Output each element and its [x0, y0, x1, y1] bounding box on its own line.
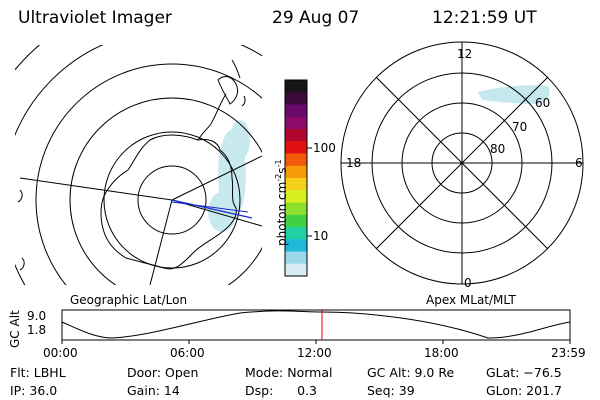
time-ticks [61, 340, 571, 344]
right-panel-label: Apex MLat/MLT [426, 293, 516, 307]
color-scale-bar [284, 79, 312, 277]
colorbar-unit-sup2: -1 [274, 159, 283, 168]
altitude-curve [61, 310, 571, 339]
gc-alt-readout: GC Alt: 9.0 Re [367, 365, 455, 380]
left-map-content [15, 45, 262, 285]
time-tick-label: 00:00 [43, 346, 78, 360]
mlat-60-label: 60 [535, 96, 551, 110]
colorbar-unit-s: s [275, 167, 289, 174]
colorbar-swatch [285, 104, 307, 118]
colorbar-swatch [285, 165, 307, 179]
aurora-haze [208, 120, 250, 232]
door-readout: Door: Open [127, 365, 199, 380]
longitude-lines [19, 155, 262, 285]
colorbar-swatch [285, 202, 307, 216]
colorbar-unit-main: photon cm [275, 181, 289, 246]
instrument-title: Ultraviolet Imager [18, 8, 172, 28]
satellite-track [171, 199, 253, 219]
time-tick-label: 06:00 [170, 346, 205, 360]
date-label: 29 Aug 07 [272, 8, 360, 28]
colorbar-unit-label: photon cm-2s-1 [274, 159, 289, 246]
colorbar-unit-sup1: -2 [274, 173, 283, 182]
colorbar-swatch [285, 263, 307, 277]
altitude-ytick-bottom: 1.8 [27, 323, 47, 337]
colorbar-tick-high: 100 [313, 141, 336, 155]
latitude-circles [15, 45, 262, 285]
time-tick-label: 18:00 [424, 346, 459, 360]
mlt-0-label: 0 [464, 276, 472, 290]
dsp-readout: Dsp: 0.3 [245, 383, 318, 398]
glon-readout: GLon: 201.7 [486, 383, 562, 398]
mode-readout: Mode: Normal [245, 365, 333, 380]
mlat-70-label: 70 [512, 120, 528, 134]
colorbar-swatch [285, 141, 307, 155]
polar-aurora [478, 85, 550, 104]
time-tick-label: 23:59 [551, 346, 586, 360]
time-tick-label: 12:00 [297, 346, 332, 360]
mlt-18-label: 18 [346, 156, 362, 170]
colorbar-swatch [285, 178, 307, 191]
seq-readout: Seq: 39 [367, 383, 415, 398]
colorbar-swatch [285, 92, 307, 106]
antarctica-outline [100, 134, 237, 270]
mlt-12-label: 12 [457, 47, 473, 61]
colorbar-swatch [285, 116, 307, 130]
altitude-plot [61, 309, 571, 344]
colorbar-swatch [285, 239, 307, 253]
colorbar-swatch [285, 153, 307, 167]
ip-readout: IP: 36.0 [10, 383, 58, 398]
gain-readout: Gain: 14 [127, 383, 180, 398]
colorbar-swatch [285, 190, 307, 204]
polar-plot [340, 41, 584, 285]
colorbar-swatch [285, 80, 307, 93]
mlat-80-label: 80 [490, 142, 506, 156]
colorbar-swatch [285, 214, 307, 228]
left-panel-label: Geographic Lat/Lon [70, 293, 188, 307]
colorbar-swatch [285, 251, 307, 265]
filter-readout: Flt: LBHL [10, 365, 66, 380]
colorbar-swatch [285, 227, 307, 240]
mlt-6-label: 6 [575, 156, 583, 170]
colorbar-border [284, 79, 308, 277]
altitude-ytick-top: 9.0 [27, 309, 47, 323]
colorbar-tick-low: 10 [313, 229, 329, 243]
colorbar-swatch [285, 129, 307, 142]
glat-readout: GLat: −76.5 [486, 365, 562, 380]
altitude-ylabel: GC Alt [8, 310, 22, 348]
time-label: 12:21:59 UT [432, 8, 537, 28]
